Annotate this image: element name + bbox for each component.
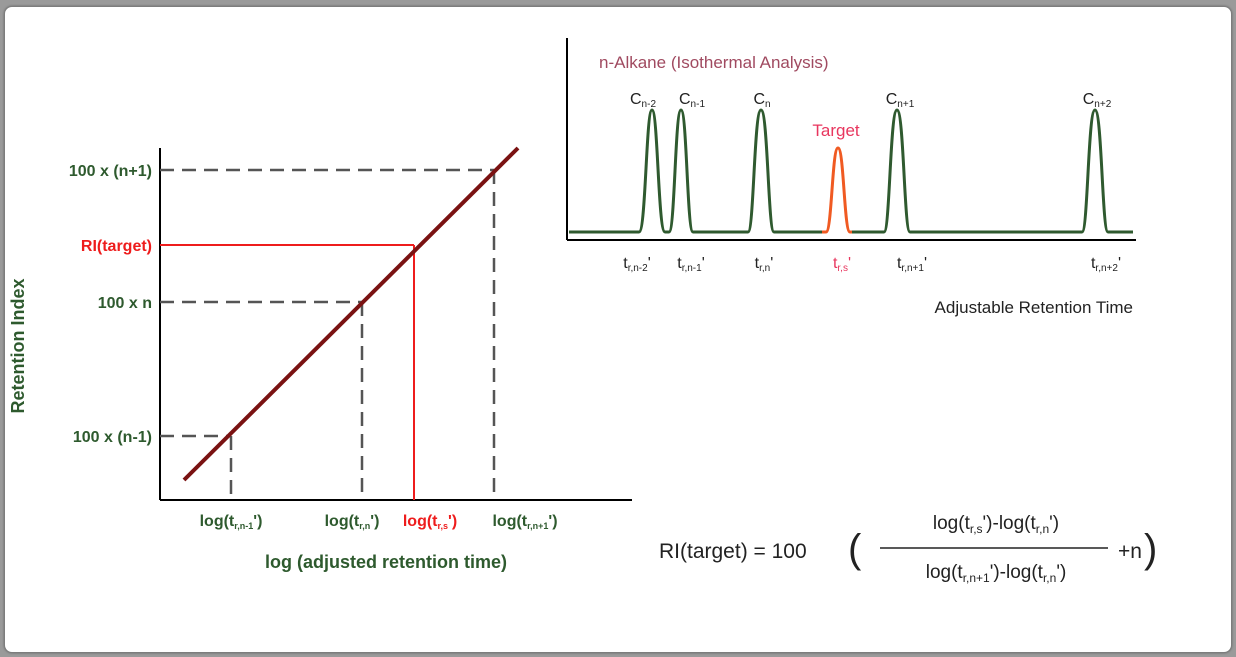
ytick-n-minus-1: 100 x (n-1): [73, 429, 152, 446]
target-peak: [822, 146, 852, 234]
chromatogram: n-Alkane (Isothermal Analysis) Target Cn…: [566, 38, 1136, 317]
peak-label-cn-minus-1: Cn-1: [679, 91, 705, 110]
formula-denominator: log(tr,n+1')-log(tr,n'): [926, 562, 1067, 585]
formula-close-paren: ): [1144, 527, 1157, 571]
time-label-n-minus-2: tr,n-2': [623, 255, 651, 274]
formula-lhs: RI(target) = 100: [659, 540, 807, 563]
peak-label-cn: Cn: [753, 91, 770, 110]
xtick-s: log(tr,s'): [403, 513, 457, 531]
chromatogram-trace: [569, 108, 1133, 234]
target-peak-label: Target: [812, 121, 860, 140]
ytick-n: 100 x n: [98, 295, 152, 312]
time-label-n-minus-1: tr,n-1': [677, 255, 705, 274]
xtick-n: log(tr,n'): [325, 513, 380, 531]
retention-index-chart: 100 x (n+1) RI(target) 100 x n 100 x (n-…: [8, 146, 632, 572]
time-label-n-plus-2: tr,n+2': [1091, 255, 1121, 274]
xtick-n-minus-1: log(tr,n-1'): [200, 513, 263, 531]
x-axis-title: log (adjusted retention time): [265, 552, 507, 572]
chromatogram-title: n-Alkane (Isothermal Analysis): [599, 53, 829, 72]
regression-line: [182, 146, 520, 482]
xtick-n-plus-1: log(tr,n+1'): [492, 513, 557, 531]
peak-label-cn-plus-2: Cn+2: [1083, 91, 1112, 110]
ytick-n-plus-1: 100 x (n+1): [69, 163, 152, 180]
y-axis-title: Retention Index: [8, 278, 28, 413]
diagram-panel: [4, 6, 1232, 653]
time-label-n: tr,n': [755, 255, 774, 274]
formula-tail: +n: [1118, 540, 1142, 563]
time-label-s: tr,s': [833, 255, 851, 274]
ytick-target: RI(target): [81, 238, 152, 255]
time-label-n-plus-1: tr,n+1': [897, 255, 927, 274]
peak-label-cn-plus-1: Cn+1: [886, 91, 915, 110]
retention-index-formula: RI(target) = 100 ( log(tr,s')-log(tr,n')…: [659, 513, 1157, 585]
formula-open-paren: (: [848, 527, 862, 571]
chromatogram-x-axis-title: Adjustable Retention Time: [935, 298, 1133, 317]
formula-numerator: log(tr,s')-log(tr,n'): [933, 513, 1059, 536]
peak-label-cn-minus-2: Cn-2: [630, 91, 656, 110]
